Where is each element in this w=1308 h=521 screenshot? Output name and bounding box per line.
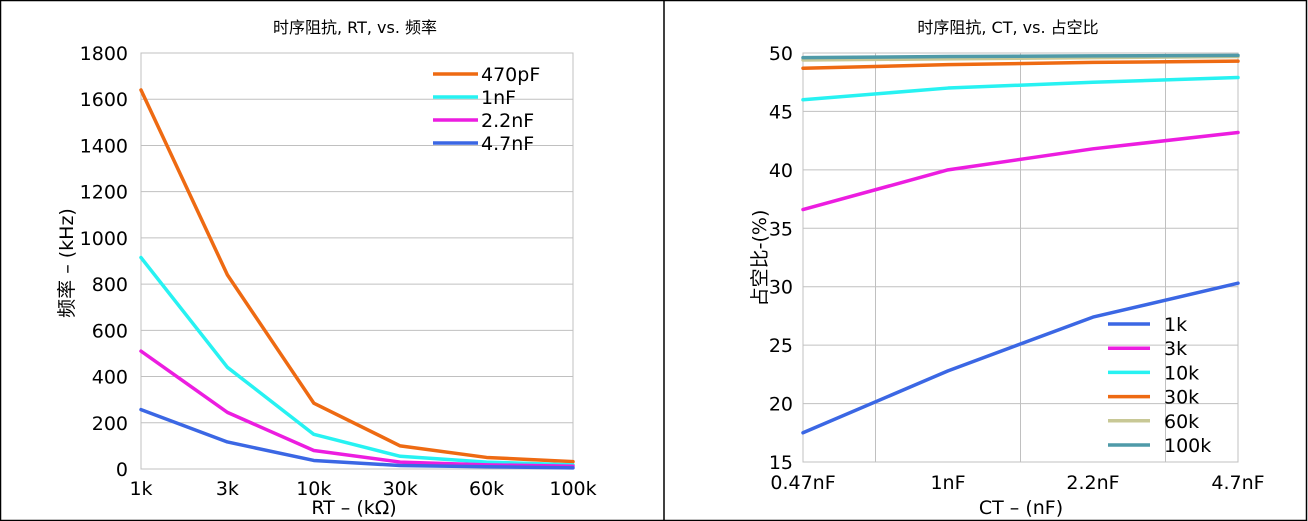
legend-label: 30k [1164,387,1199,409]
series-line-100k [801,53,1240,60]
legend-label: 10k [1164,362,1199,384]
x-axis-label: CT – (nF) [979,497,1063,519]
y-tick-labels: 0 200 400 600 800 1000 1200 1400 1600 1800 [80,43,128,481]
x-tick-label: 1k [129,478,152,500]
y-axis-label: 占空比-(%) [749,210,771,307]
x-tick-label: 1nF [930,472,965,494]
legend-label: 1k [1164,314,1187,336]
y-tick-label: 20 [769,394,793,416]
x-tick-label: 0.47nF [770,472,835,494]
chart-title: 时序阻抗, RT, vs. 频率 [273,18,437,37]
y-tick-label: 35 [769,218,793,240]
series-lines [801,53,1240,435]
series-lines [139,88,575,470]
y-tick-label: 800 [92,274,128,296]
plot-area [802,52,1239,463]
x-tick-labels: 0.47nF 1nF 2.2nF 4.7nF [770,472,1264,494]
y-tick-label: 1200 [80,182,128,204]
series-line-4.7nF [139,407,575,470]
series-line-1k [801,281,1240,435]
x-tick-label: 2.2nF [1066,472,1119,494]
y-tick-label: 40 [769,160,793,182]
legend-label: 4.7nF [481,133,534,155]
series-line-2.2nF [139,349,575,468]
grid-lines [140,52,574,470]
y-tick-labels: 15 20 25 30 35 40 45 50 [769,43,793,474]
legend-label: 470pF [481,64,540,86]
x-axis-label: RT – (kΩ) [311,497,396,519]
series-line-470pF [139,88,575,464]
series-line-3k [801,130,1240,212]
legend-label: 3k [1164,338,1187,360]
y-tick-label: 200 [92,413,128,435]
x-tick-label: 100k [549,478,596,500]
y-tick-label: 25 [769,335,793,357]
y-tick-label: 1000 [80,228,128,250]
y-tick-label: 1400 [80,135,128,157]
chart-ct-vs-duty-cycle: 时序阻抗, CT, vs. 占空比 15 20 25 30 35 40 45 50 0.47n… [749,18,1265,519]
x-tick-label: 60k [469,478,504,500]
plot-area [140,52,574,470]
series-line-1nF [139,255,575,467]
x-tick-label: 30k [383,478,418,500]
legend-label: 2.2nF [481,110,534,132]
chart-title: 时序阻抗, CT, vs. 占空比 [917,18,1098,37]
x-tick-label: 10k [296,478,331,500]
series-line-30k [801,59,1240,70]
y-tick-label: 15 [769,452,793,474]
y-tick-label: 45 [769,101,793,123]
legend-label: 60k [1164,411,1199,433]
y-axis-label: 频率 – (kHz) [56,208,78,318]
y-tick-label: 0 [116,459,128,481]
series-line-10k [801,75,1240,102]
y-tick-label: 1600 [80,89,128,111]
y-tick-label: 600 [92,320,128,342]
y-tick-label: 50 [769,43,793,65]
y-tick-label: 1800 [80,43,128,65]
x-tick-label: 4.7nF [1211,472,1264,494]
grid-lines [802,52,1239,463]
x-tick-labels: 1k 3k 10k 30k 60k 100k [129,478,596,500]
legend-label: 100k [1164,435,1211,457]
chart-rt-vs-frequency: 时序阻抗, RT, vs. 频率 0 200 400 600 800 1000 1200 14… [56,18,597,519]
x-tick-label: 3k [216,478,239,500]
legend-label: 1nF [481,87,516,109]
y-tick-label: 400 [92,367,128,389]
y-tick-label: 30 [769,277,793,299]
